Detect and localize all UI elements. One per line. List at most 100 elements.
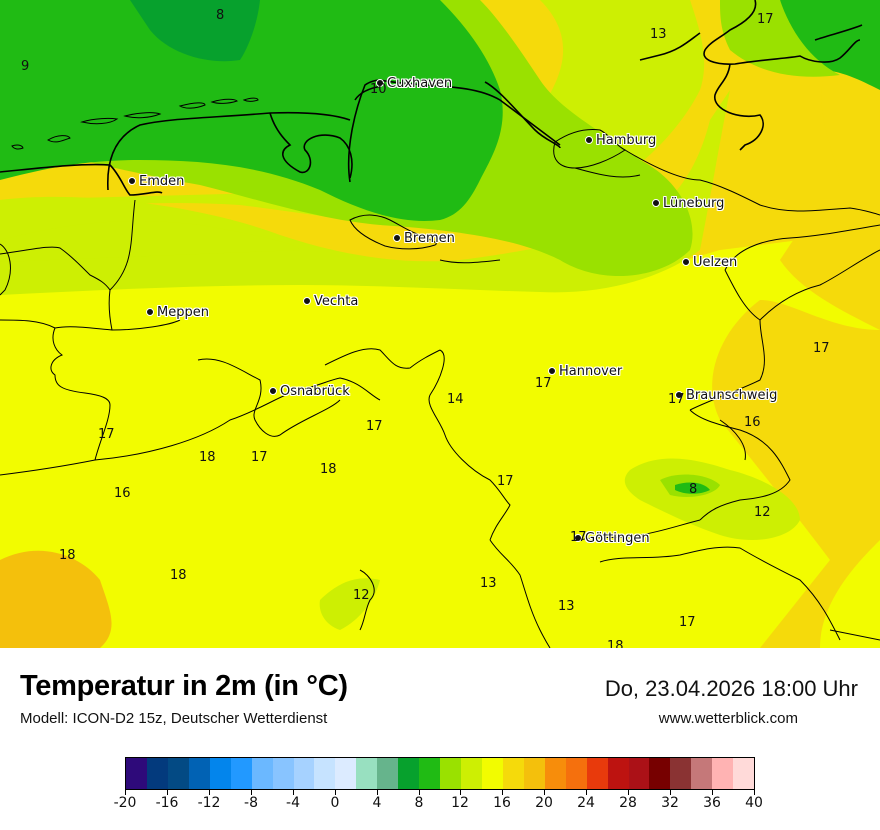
city-dot-icon (682, 257, 690, 266)
city-dot-icon (376, 78, 384, 87)
city-label: Hannover (548, 364, 622, 379)
colorbar-segment (544, 758, 566, 789)
city-name: Braunschweig (686, 388, 778, 403)
colorbar-tick (544, 790, 545, 795)
temperature-value: 16 (114, 486, 131, 501)
city-dot-icon (393, 233, 401, 242)
colorbar-segment (649, 758, 671, 789)
colorbar-tick (209, 790, 210, 795)
colorbar-segment (146, 758, 168, 789)
temperature-value: 18 (607, 639, 624, 648)
city-label: Cuxhaven (376, 76, 452, 91)
temperature-value: 17 (251, 450, 268, 465)
colorbar-segment (209, 758, 231, 789)
city-name: Vechta (314, 294, 359, 309)
colorbar-tick (419, 790, 420, 795)
colorbar-tick-label: 12 (451, 795, 469, 811)
temperature-value: 13 (558, 599, 575, 614)
temperature-value: 10 (370, 82, 387, 97)
temperature-value: 17 (366, 419, 383, 434)
city-dot-icon (574, 533, 582, 542)
city-label: Emden (128, 174, 184, 189)
colorbar-segment (377, 758, 399, 789)
colorbar-segment (481, 758, 503, 789)
temperature-value: 12 (353, 588, 370, 603)
city-label: Meppen (146, 305, 209, 320)
colorbar-tick (754, 790, 755, 795)
colorbar-tick (712, 790, 713, 795)
colorbar-tick-label: -4 (286, 795, 300, 811)
city-dot-icon (675, 390, 683, 399)
colorbar-tick-label: 24 (577, 795, 595, 811)
city-name: Hamburg (596, 133, 657, 148)
colorbar-segment (565, 758, 587, 789)
colorbar-tick (628, 790, 629, 795)
colorbar-segment (607, 758, 629, 789)
colorbar-tick-label: 32 (661, 795, 679, 811)
city-dot-icon (146, 307, 154, 316)
colorbar-tick-label: 20 (535, 795, 553, 811)
city-name: Uelzen (693, 255, 738, 270)
temperature-value: 17 (679, 615, 696, 630)
colorbar-tick-label: 8 (414, 795, 424, 811)
colorbar-segment (335, 758, 357, 789)
city-label: Vechta (303, 294, 358, 309)
temperature-value: 17 (497, 474, 514, 489)
colorbar-segment (126, 758, 147, 789)
colorbar-segment (293, 758, 315, 789)
colorbar-segment (251, 758, 273, 789)
colorbar-segment (314, 758, 336, 789)
temperature-value: 17 (668, 392, 685, 407)
temperature-value: 8 (216, 8, 225, 23)
city-dot-icon (303, 296, 311, 305)
colorbar-segment (461, 758, 482, 789)
colorbar-tick-label: 0 (330, 795, 340, 811)
temperature-value: 13 (650, 27, 667, 42)
city-label: Hamburg (585, 133, 656, 148)
colorbar-segment (188, 758, 210, 789)
colorbar-segment (670, 758, 692, 789)
colorbar-tick (670, 790, 671, 795)
city-label: Uelzen (682, 255, 737, 270)
city-dot-icon (652, 198, 660, 207)
colorbar-tick-label: 4 (372, 795, 382, 811)
city-name: Meppen (157, 305, 209, 320)
temperature-map: Cuxhaven Hamburg Emden Lüneburg Bremen Uelzen… (0, 0, 880, 648)
colorbar-tick-label: -8 (244, 795, 258, 811)
colorbar-segment (712, 758, 734, 789)
city-label: Osnabrück (269, 384, 350, 399)
colorbar-tick (251, 790, 252, 795)
colorbar-tick (167, 790, 168, 795)
city-dot-icon (269, 386, 277, 395)
temperature-value: 17 (98, 427, 115, 442)
temperature-value: 18 (59, 548, 76, 563)
colorbar-tick-label: -20 (113, 795, 137, 811)
temperature-value: 17 (813, 341, 830, 356)
colorbar-tick-label: 36 (703, 795, 721, 811)
city-label: Lüneburg (652, 196, 724, 211)
city-name: Göttingen (585, 531, 650, 546)
valid-datetime: Do, 23.04.2026 18:00 Uhr (604, 676, 858, 701)
city-label: Bremen (393, 231, 455, 246)
colorbar-segment (691, 758, 713, 789)
map-canvas (0, 0, 880, 648)
colorbar-segment (419, 758, 441, 789)
city-name: Osnabrück (280, 384, 350, 399)
city-label: Braunschweig (675, 388, 777, 403)
model-source: Modell: ICON-D2 15z, Deutscher Wetterdie… (20, 710, 328, 727)
temperature-value: 18 (320, 462, 337, 477)
city-label: Göttingen (574, 531, 650, 546)
colorbar-segment (628, 758, 650, 789)
city-dot-icon (585, 135, 593, 144)
colorbar-tick (586, 790, 587, 795)
colorbar-ticks: -20 -16 -12 -8 -4 0 4 8 12 16 20 24 28 32 36 40 (114, 790, 763, 820)
colorbar-tick (377, 790, 378, 795)
colorbar-tick (335, 790, 336, 795)
colorbar-tick-label: 16 (493, 795, 511, 811)
city-dot-icon (128, 176, 136, 185)
website-link[interactable]: www.wetterblick.com (658, 710, 798, 727)
temperature-value: 17 (757, 12, 774, 27)
colorbar-tick (502, 790, 503, 795)
colorbar-segment (586, 758, 608, 789)
temperature-value: 16 (744, 415, 761, 430)
